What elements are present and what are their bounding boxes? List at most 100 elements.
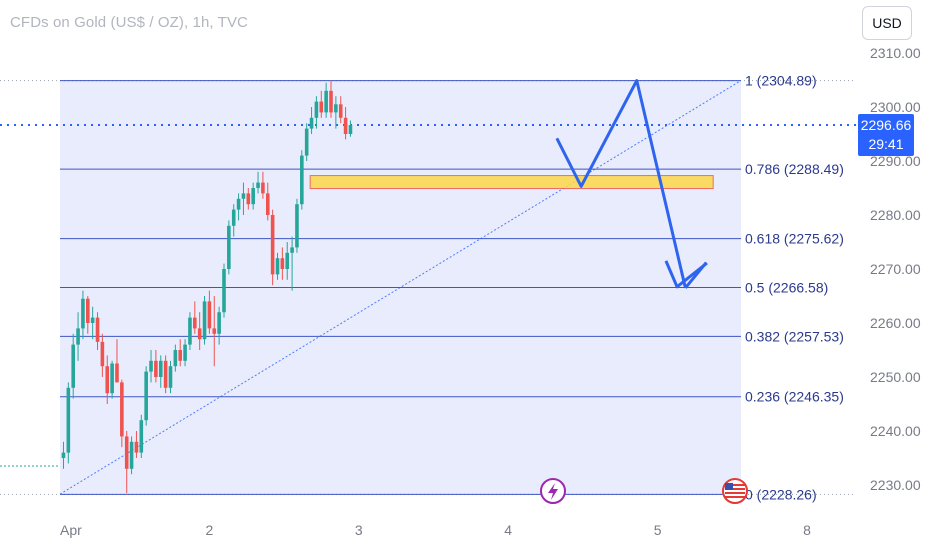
candle-body — [207, 301, 212, 329]
candle-body — [188, 317, 192, 345]
candle-body — [275, 258, 280, 275]
last-price-value: 2296.66 — [860, 117, 912, 133]
candle-body — [251, 188, 255, 205]
candle-body — [319, 101, 324, 113]
candle-body — [236, 198, 241, 210]
candle-body — [168, 366, 173, 388]
candle-body — [300, 155, 304, 205]
fib-level-label: 0.786 (2288.49) — [745, 161, 844, 177]
candle-body — [329, 90, 333, 113]
y-axis-tick-label: 2290.00 — [870, 153, 921, 169]
projection-path — [555, 79, 687, 289]
candle-body — [154, 360, 158, 377]
candle-body — [85, 298, 90, 323]
resistance-zone — [309, 175, 714, 190]
candle-body — [105, 366, 110, 394]
candle-body — [270, 215, 275, 275]
candle-body — [139, 420, 144, 453]
candle-body — [217, 312, 221, 334]
event-lightning-icon — [540, 478, 566, 504]
candle-body — [241, 193, 246, 199]
lightning-icon — [548, 483, 558, 500]
candle-body — [124, 436, 129, 469]
y-axis-tick-label: 2250.00 — [870, 369, 921, 385]
candle-body — [285, 252, 290, 269]
candle-body — [295, 204, 299, 248]
candle-body — [309, 117, 314, 129]
candle-body — [149, 360, 153, 372]
candle-body — [227, 225, 231, 269]
candles-group — [61, 80, 353, 494]
y-axis-tick-label: 2260.00 — [870, 315, 921, 331]
candle-body — [81, 298, 85, 329]
fib-level-label: 0.382 (2257.53) — [745, 328, 844, 344]
candle-body — [324, 90, 328, 113]
candle-body — [212, 328, 217, 334]
flag-ring — [722, 478, 748, 504]
x-axis-tick-label: 3 — [355, 522, 363, 538]
candle-body — [90, 317, 95, 323]
candle-body — [76, 328, 80, 345]
y-axis-tick-label: 2280.00 — [870, 207, 921, 223]
last-price-tag: 2296.66 29:41 — [858, 114, 914, 156]
candle-body — [197, 328, 202, 340]
candle-body — [95, 317, 100, 342]
candle-body — [144, 371, 148, 421]
candle-body — [163, 360, 168, 388]
flag-stripe — [725, 496, 745, 498]
candle-body — [71, 344, 76, 388]
candle-body — [61, 452, 66, 458]
flag-stripe — [725, 484, 745, 486]
candle-body — [290, 247, 294, 253]
y-axis-tick-label: 2300.00 — [870, 99, 921, 115]
x-axis-tick-label: 2 — [206, 522, 214, 538]
candle-body — [338, 104, 343, 118]
y-axis-tick-label: 2310.00 — [870, 45, 921, 61]
symbol-title: CFDs on Gold (US$ / OZ), 1h, TVC — [10, 14, 248, 31]
us-flag-event-icon — [722, 478, 748, 504]
candle-body — [246, 193, 251, 205]
candle-body — [183, 344, 187, 361]
candle-body — [256, 182, 260, 188]
candle-body — [202, 301, 207, 340]
candle-body — [110, 363, 114, 394]
candle-body — [134, 441, 139, 453]
candle-body — [314, 101, 319, 118]
y-axis-tick-label: 2240.00 — [870, 423, 921, 439]
x-axis-tick-label: 5 — [654, 522, 662, 538]
y-axis-tick-label: 2230.00 — [870, 477, 921, 493]
x-axis-tick-label: 4 — [504, 522, 512, 538]
candle-body — [178, 350, 183, 361]
currency-button[interactable]: USD — [862, 6, 912, 40]
flag-stripe — [725, 488, 745, 490]
flag-canton — [725, 483, 733, 490]
candle-body — [343, 117, 348, 134]
candle-body — [304, 128, 309, 156]
fib-level-label: 0.618 (2275.62) — [745, 231, 844, 247]
fib-level-label: 0 (2228.26) — [745, 486, 817, 502]
candle-body — [334, 104, 338, 113]
candle-body — [66, 387, 71, 453]
fib-level-label: 1 (2304.89) — [745, 73, 817, 89]
x-axis-tick-label: Apr — [60, 522, 82, 538]
candle-body — [158, 360, 163, 377]
bar-countdown: 29:41 — [868, 136, 904, 152]
candle-body — [120, 382, 124, 437]
candle-body — [129, 441, 134, 469]
candle-body — [173, 350, 178, 367]
flag-stripe — [725, 492, 745, 494]
candle-body — [348, 125, 353, 134]
trend-line — [59, 80, 742, 495]
candle-body — [222, 269, 226, 313]
projection-arrow-head — [664, 260, 708, 289]
candle-body — [231, 209, 236, 226]
candle-body — [261, 182, 265, 194]
fib-level-label: 0.5 (2266.58) — [745, 279, 828, 295]
y-axis-tick-label: 2270.00 — [870, 261, 921, 277]
candle-body — [265, 193, 270, 215]
candle-body — [100, 341, 105, 367]
candle-body — [193, 317, 197, 329]
fib-level-label: 0.236 (2246.35) — [745, 389, 844, 405]
candle-body — [115, 363, 119, 383]
